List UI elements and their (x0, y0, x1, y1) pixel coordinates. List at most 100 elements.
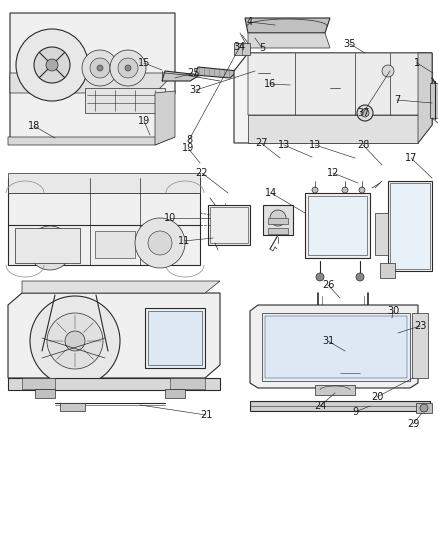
Circle shape (16, 29, 88, 101)
Polygon shape (262, 313, 410, 381)
Polygon shape (234, 43, 250, 55)
Circle shape (359, 187, 365, 193)
Polygon shape (265, 316, 407, 378)
Circle shape (148, 231, 172, 255)
Polygon shape (248, 53, 432, 125)
Polygon shape (95, 231, 135, 258)
Polygon shape (8, 378, 220, 390)
Polygon shape (170, 378, 205, 389)
Polygon shape (10, 73, 175, 93)
Circle shape (316, 273, 324, 281)
Polygon shape (416, 403, 432, 413)
Circle shape (40, 238, 60, 258)
Circle shape (97, 65, 103, 71)
Text: 26: 26 (322, 280, 334, 290)
Polygon shape (390, 183, 430, 269)
Text: 10: 10 (164, 213, 176, 223)
Text: 27: 27 (255, 138, 267, 148)
Text: 19: 19 (138, 116, 150, 126)
Polygon shape (8, 293, 220, 378)
Circle shape (28, 226, 72, 270)
Polygon shape (315, 385, 355, 395)
Polygon shape (155, 91, 175, 145)
Polygon shape (8, 178, 200, 265)
Text: 22: 22 (196, 168, 208, 178)
Circle shape (34, 47, 70, 83)
Polygon shape (8, 137, 175, 145)
Polygon shape (85, 88, 165, 113)
Text: 19: 19 (182, 143, 194, 153)
Text: 13: 13 (309, 140, 321, 150)
Polygon shape (380, 263, 395, 278)
Text: 32: 32 (190, 85, 202, 95)
Polygon shape (308, 196, 367, 255)
Text: 34: 34 (233, 42, 245, 52)
Text: 23: 23 (414, 321, 426, 331)
Polygon shape (215, 205, 240, 223)
Polygon shape (35, 389, 55, 398)
Polygon shape (263, 205, 293, 235)
Text: 9: 9 (352, 407, 358, 417)
Text: 14: 14 (265, 188, 277, 198)
Polygon shape (22, 281, 220, 293)
Text: 13: 13 (278, 140, 290, 150)
Polygon shape (165, 389, 185, 398)
Text: 35: 35 (344, 39, 356, 49)
Circle shape (361, 109, 369, 117)
Polygon shape (10, 13, 175, 143)
Circle shape (65, 331, 85, 351)
Text: 11: 11 (178, 236, 190, 246)
Text: 29: 29 (407, 419, 419, 429)
Polygon shape (250, 305, 418, 388)
Polygon shape (60, 403, 85, 411)
Circle shape (118, 58, 138, 78)
Circle shape (342, 187, 348, 193)
Circle shape (356, 273, 364, 281)
Text: 5: 5 (259, 43, 265, 53)
Polygon shape (418, 53, 432, 143)
Polygon shape (412, 313, 428, 378)
Circle shape (82, 50, 118, 86)
Polygon shape (248, 33, 330, 48)
Polygon shape (430, 83, 438, 118)
Text: 21: 21 (200, 410, 212, 420)
Polygon shape (234, 53, 432, 143)
Circle shape (420, 404, 428, 412)
Circle shape (46, 59, 58, 71)
Text: 37: 37 (357, 108, 369, 118)
Text: 25: 25 (187, 68, 199, 78)
Text: 15: 15 (138, 58, 150, 68)
Text: 8: 8 (186, 135, 192, 145)
Polygon shape (148, 311, 202, 365)
Circle shape (90, 58, 110, 78)
Text: 12: 12 (327, 168, 339, 178)
Text: 7: 7 (394, 95, 400, 105)
Polygon shape (245, 18, 330, 33)
Polygon shape (208, 205, 250, 245)
Text: 31: 31 (322, 336, 334, 346)
Text: 18: 18 (28, 121, 40, 131)
Circle shape (135, 218, 185, 268)
Circle shape (125, 65, 131, 71)
Text: 24: 24 (314, 401, 326, 411)
Polygon shape (248, 115, 418, 143)
Circle shape (357, 105, 373, 121)
Polygon shape (268, 218, 288, 224)
Polygon shape (195, 67, 238, 78)
Circle shape (110, 50, 146, 86)
Text: 4: 4 (247, 17, 253, 27)
Polygon shape (388, 181, 432, 271)
Text: 30: 30 (387, 306, 399, 316)
Text: 1: 1 (414, 58, 420, 68)
Circle shape (47, 313, 103, 369)
Polygon shape (375, 213, 388, 255)
Polygon shape (162, 71, 200, 81)
Circle shape (270, 210, 286, 226)
Polygon shape (250, 401, 430, 411)
Text: 17: 17 (405, 153, 417, 163)
Polygon shape (22, 378, 55, 389)
Circle shape (312, 187, 318, 193)
Text: 20: 20 (371, 392, 383, 402)
Polygon shape (268, 228, 288, 234)
Circle shape (30, 296, 120, 386)
